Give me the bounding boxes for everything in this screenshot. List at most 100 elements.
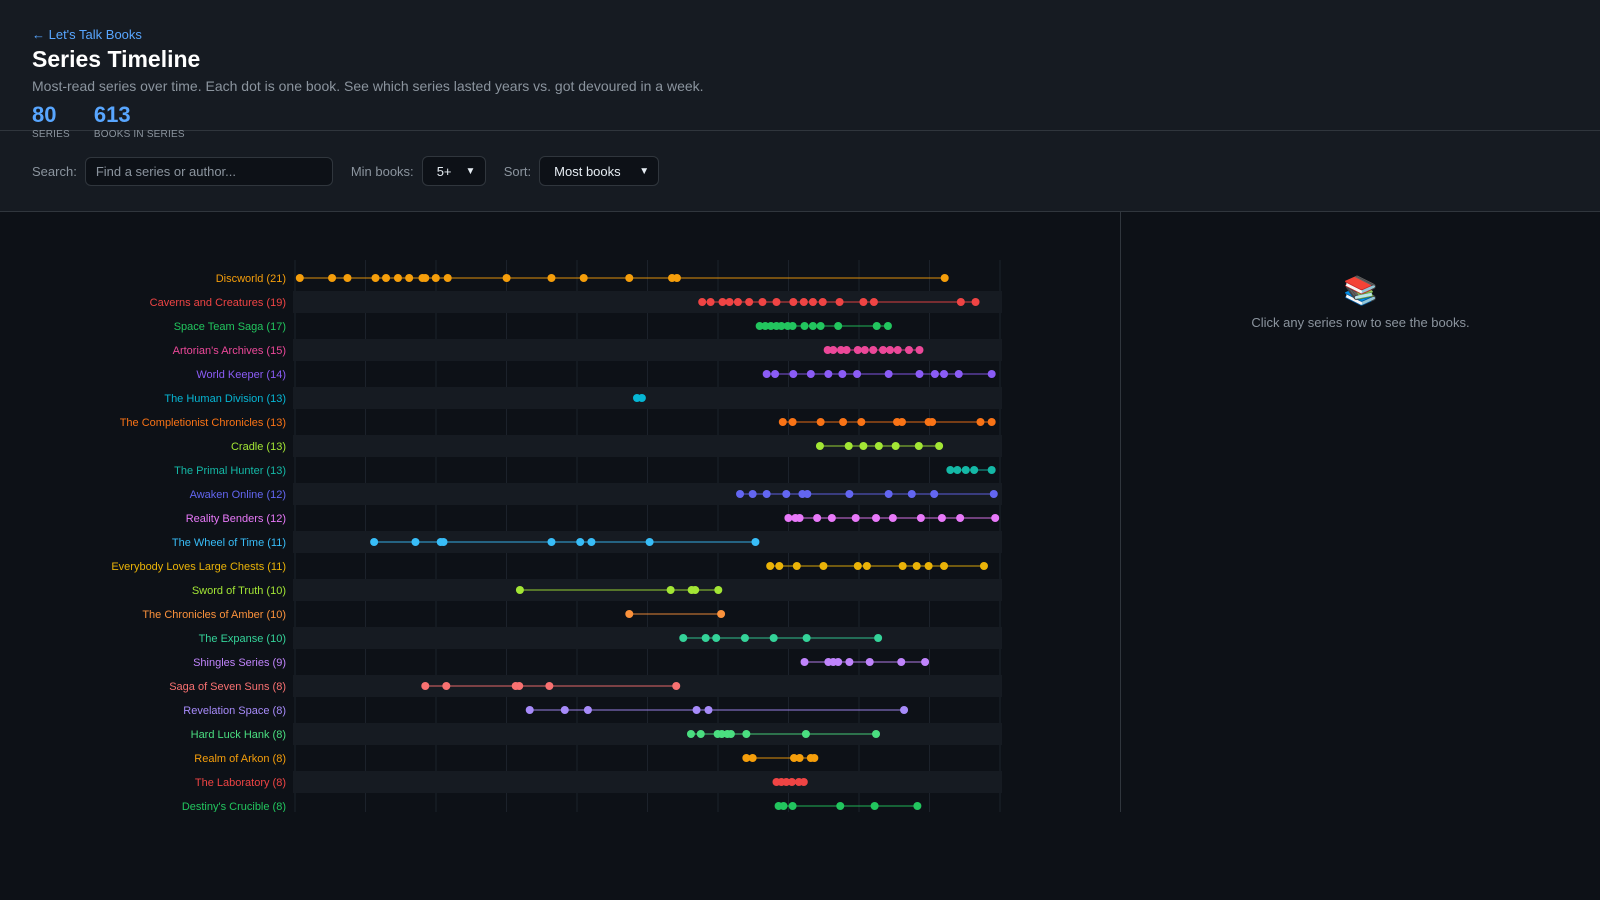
series-row[interactable]: World Keeper (14) [196, 369, 996, 381]
book-dot[interactable] [883, 322, 892, 330]
book-dot[interactable] [815, 442, 824, 450]
book-dot[interactable] [547, 274, 556, 282]
book-dot[interactable] [789, 298, 798, 306]
book-dot[interactable] [803, 490, 812, 498]
book-dot[interactable] [784, 514, 793, 522]
book-dot[interactable] [745, 298, 754, 306]
book-dot[interactable] [851, 514, 860, 522]
book-dot[interactable] [625, 274, 634, 282]
book-dot[interactable] [884, 370, 893, 378]
book-dot[interactable] [691, 586, 700, 594]
series-row[interactable]: The Completionist Chronicles (13) [120, 417, 996, 429]
book-dot[interactable] [371, 274, 380, 282]
book-dot[interactable] [583, 706, 592, 714]
book-dot[interactable] [370, 538, 379, 546]
book-dot[interactable] [761, 322, 770, 330]
book-dot[interactable] [762, 370, 771, 378]
series-label[interactable]: Caverns and Creatures (19) [150, 297, 286, 309]
series-row[interactable]: Hard Luck Hank (8) [191, 723, 1002, 745]
book-dot[interactable] [857, 418, 866, 426]
book-dot[interactable] [766, 562, 775, 570]
book-dot[interactable] [748, 490, 757, 498]
book-dot[interactable] [343, 274, 352, 282]
series-label[interactable]: Shingles Series (9) [193, 657, 286, 669]
book-dot[interactable] [714, 586, 723, 594]
series-label[interactable]: The Wheel of Time (11) [172, 537, 286, 549]
back-link[interactable]: ← Let's Talk Books [32, 27, 142, 42]
sort-select[interactable]: Most books ▼ [539, 156, 660, 186]
book-dot[interactable] [987, 418, 996, 426]
book-dot[interactable] [872, 730, 881, 738]
book-dot[interactable] [987, 466, 996, 474]
book-dot[interactable] [795, 514, 804, 522]
series-row[interactable]: Shingles Series (9) [193, 657, 930, 669]
book-dot[interactable] [956, 298, 965, 306]
series-row[interactable]: The Laboratory (8) [195, 771, 1002, 793]
book-dot[interactable] [886, 346, 895, 354]
series-row[interactable]: Caverns and Creatures (19) [150, 291, 1002, 313]
book-dot[interactable] [836, 802, 845, 810]
book-dot[interactable] [872, 322, 881, 330]
book-dot[interactable] [742, 730, 751, 738]
book-dot[interactable] [755, 322, 764, 330]
book-dot[interactable] [775, 562, 784, 570]
book-dot[interactable] [808, 298, 817, 306]
book-dot[interactable] [946, 466, 955, 474]
series-label[interactable]: World Keeper (14) [196, 369, 286, 381]
book-dot[interactable] [991, 514, 1000, 522]
series-label[interactable]: Everybody Loves Large Chests (11) [111, 561, 286, 573]
book-dot[interactable] [834, 658, 843, 666]
series-label[interactable]: Realm of Arkon (8) [194, 753, 286, 765]
book-dot[interactable] [758, 298, 767, 306]
book-dot[interactable] [874, 442, 883, 450]
book-dot[interactable] [515, 586, 524, 594]
book-dot[interactable] [953, 466, 962, 474]
book-dot[interactable] [718, 298, 727, 306]
book-dot[interactable] [712, 634, 721, 642]
book-dot[interactable] [792, 562, 801, 570]
book-dot[interactable] [913, 802, 922, 810]
book-dot[interactable] [928, 418, 937, 426]
book-dot[interactable] [779, 802, 788, 810]
book-dot[interactable] [853, 346, 862, 354]
book-dot[interactable] [930, 370, 939, 378]
book-dot[interactable] [696, 730, 705, 738]
book-dot[interactable] [502, 274, 511, 282]
book-dot[interactable] [816, 418, 825, 426]
book-dot[interactable] [845, 658, 854, 666]
series-label[interactable]: Reality Benders (12) [186, 513, 286, 525]
book-dot[interactable] [836, 346, 845, 354]
book-dot[interactable] [844, 442, 853, 450]
book-dot[interactable] [701, 634, 710, 642]
book-dot[interactable] [382, 274, 391, 282]
book-dot[interactable] [897, 418, 906, 426]
series-row[interactable]: Sword of Truth (10) [192, 579, 1002, 601]
book-dot[interactable] [686, 730, 695, 738]
book-dot[interactable] [778, 418, 787, 426]
book-dot[interactable] [898, 562, 907, 570]
book-dot[interactable] [806, 370, 815, 378]
book-dot[interactable] [940, 562, 949, 570]
series-row[interactable]: The Wheel of Time (11) [172, 531, 1002, 553]
book-dot[interactable] [859, 442, 868, 450]
book-dot[interactable] [907, 490, 916, 498]
book-dot[interactable] [956, 514, 965, 522]
book-dot[interactable] [443, 274, 452, 282]
book-dot[interactable] [979, 562, 988, 570]
book-dot[interactable] [810, 754, 819, 762]
book-dot[interactable] [587, 538, 596, 546]
book-dot[interactable] [751, 538, 760, 546]
book-dot[interactable] [295, 274, 304, 282]
book-dot[interactable] [829, 346, 838, 354]
book-dot[interactable] [800, 322, 809, 330]
book-dot[interactable] [579, 274, 588, 282]
book-dot[interactable] [762, 490, 771, 498]
series-row[interactable]: The Human Division (13) [164, 387, 1002, 409]
book-dot[interactable] [525, 706, 534, 714]
book-dot[interactable] [706, 298, 715, 306]
book-dot[interactable] [782, 490, 791, 498]
book-dot[interactable] [679, 634, 688, 642]
series-row[interactable]: Space Team Saga (17) [174, 321, 892, 333]
series-label[interactable]: The Completionist Chronicles (13) [120, 417, 286, 429]
book-dot[interactable] [818, 298, 827, 306]
